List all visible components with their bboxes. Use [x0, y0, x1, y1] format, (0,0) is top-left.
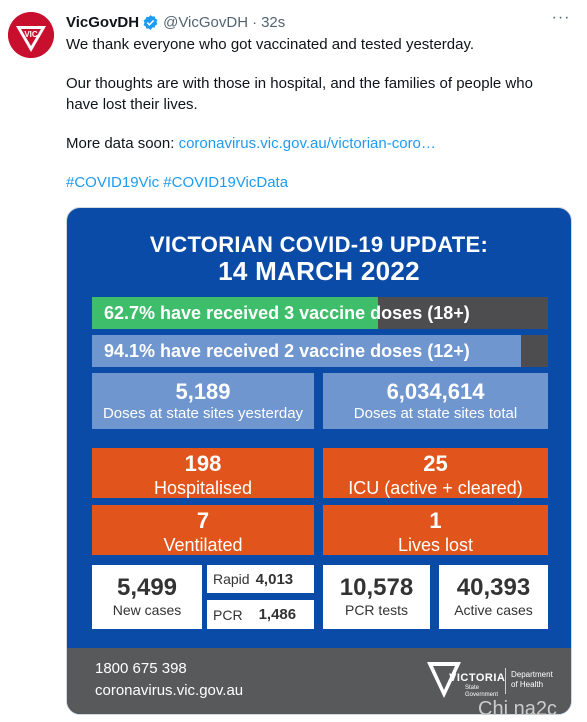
logo-divider [505, 668, 506, 694]
hashtag-covid19vicdata[interactable]: #COVID19VicData [163, 174, 289, 191]
active-cases-label: Active cases [454, 602, 533, 618]
pcr-tests-box: 10,578 PCR tests [323, 565, 430, 629]
department-name: Department of Health [511, 670, 553, 689]
avatar[interactable]: VIC [8, 12, 54, 58]
doses-yesterday-value: 5,189 [175, 379, 231, 404]
tweet-text: We thank everyone who got vaccinated and… [66, 34, 566, 193]
hashtag-covid19vic[interactable]: #COVID19Vic [66, 174, 160, 191]
footer-website: coronavirus.vic.gov.au [95, 682, 244, 699]
vic-logo-icon: VIC [8, 12, 54, 58]
verified-badge-icon [143, 14, 158, 30]
hashtags: #COVID19Vic #COVID19VicData [66, 172, 566, 193]
separator-dot: · [252, 13, 258, 31]
hospitalised-box: 198 Hospitalised [92, 448, 314, 498]
three-dose-label: 62.7% have received 3 vaccine doses (18+… [104, 303, 470, 323]
rapid-box: Rapid 4,013 [207, 565, 314, 593]
card-footer: 1800 675 398 coronavirus.vic.gov.au VICT… [67, 648, 571, 714]
doses-total-box: 6,034,614 Doses at state sites total [323, 373, 548, 429]
logo-word: VICTORIA [449, 672, 506, 684]
active-cases-value: 40,393 [456, 574, 531, 601]
lives-lost-label: Lives lost [397, 535, 474, 555]
logo-subtitle: State Government [465, 685, 499, 698]
covid-update-image[interactable]: VICTORIAN COVID-19 UPDATE: 14 MARCH 2022… [66, 207, 572, 715]
new-cases-box: 5,499 New cases [92, 565, 202, 629]
tweet-line-3: More data soon: coronavirus.vic.gov.au/v… [66, 133, 566, 154]
hospitalised-label: Hospitalised [153, 478, 253, 498]
rapid-label: Rapid [213, 571, 250, 587]
doses-yesterday-box: 5,189 Doses at state sites yesterday [92, 373, 314, 429]
ventilated-label: Ventilated [163, 535, 243, 555]
three-dose-bar-fill [92, 297, 378, 329]
card-date: 14 MARCH 2022 [218, 256, 420, 286]
new-cases-label: New cases [112, 602, 182, 618]
ventilated-box: 7 Ventilated [92, 505, 314, 555]
more-options-icon[interactable]: ··· [551, 9, 571, 26]
watermark: Chi na2c [478, 698, 557, 720]
victoria-government-logo: VICTORIA State Government Department of … [427, 660, 557, 704]
two-dose-label: 94.1% have received 2 vaccine doses (12+… [104, 341, 470, 361]
doses-yesterday-label: Doses at state sites yesterday [102, 405, 304, 422]
timestamp[interactable]: 32s [261, 13, 286, 31]
more-data-text: More data soon: [66, 135, 179, 152]
three-dose-bar: 62.7% have received 3 vaccine doses (18+… [92, 297, 548, 329]
card-title: VICTORIAN COVID-19 UPDATE: [149, 232, 489, 257]
tweet-line-2: Our thoughts are with those in hospital,… [66, 75, 533, 113]
icu-label: ICU (active + cleared) [348, 478, 523, 498]
pcr-box: PCR 1,486 [207, 600, 314, 629]
rapid-value: 4,013 [255, 570, 294, 588]
two-dose-bar: 94.1% have received 2 vaccine doses (12+… [92, 335, 548, 367]
new-cases-value: 5,499 [116, 574, 178, 601]
active-cases-box: 40,393 Active cases [439, 565, 548, 629]
doses-total-label: Doses at state sites total [353, 405, 518, 422]
lives-lost-box: 1 Lives lost [323, 505, 548, 555]
hospitalised-value: 198 [184, 451, 222, 476]
tweet-line-1: We thank everyone who got vaccinated and… [66, 36, 475, 53]
ventilated-value: 7 [196, 508, 210, 533]
tweet-header: VicGovDH @VicGovDH · 32s [66, 12, 285, 32]
lives-lost-value: 1 [429, 508, 442, 533]
coronavirus-link[interactable]: coronavirus.vic.gov.au/victorian-coro… [178, 135, 436, 152]
icu-box: 25 ICU (active + cleared) [323, 448, 548, 498]
two-dose-bar-fill [92, 335, 522, 367]
author-handle[interactable]: @VicGovDH [163, 13, 249, 31]
victoria-triangle-icon [427, 662, 461, 698]
pcr-value: 1,486 [258, 606, 297, 623]
avatar-text: VIC [24, 30, 38, 39]
author-name[interactable]: VicGovDH [66, 13, 140, 31]
pcr-tests-label: PCR tests [344, 602, 408, 618]
icu-value: 25 [423, 451, 448, 476]
pcr-label: PCR [213, 606, 243, 623]
doses-total-value: 6,034,614 [386, 379, 485, 404]
phone-number: 1800 675 398 [95, 660, 187, 677]
pcr-tests-value: 10,578 [339, 574, 414, 601]
